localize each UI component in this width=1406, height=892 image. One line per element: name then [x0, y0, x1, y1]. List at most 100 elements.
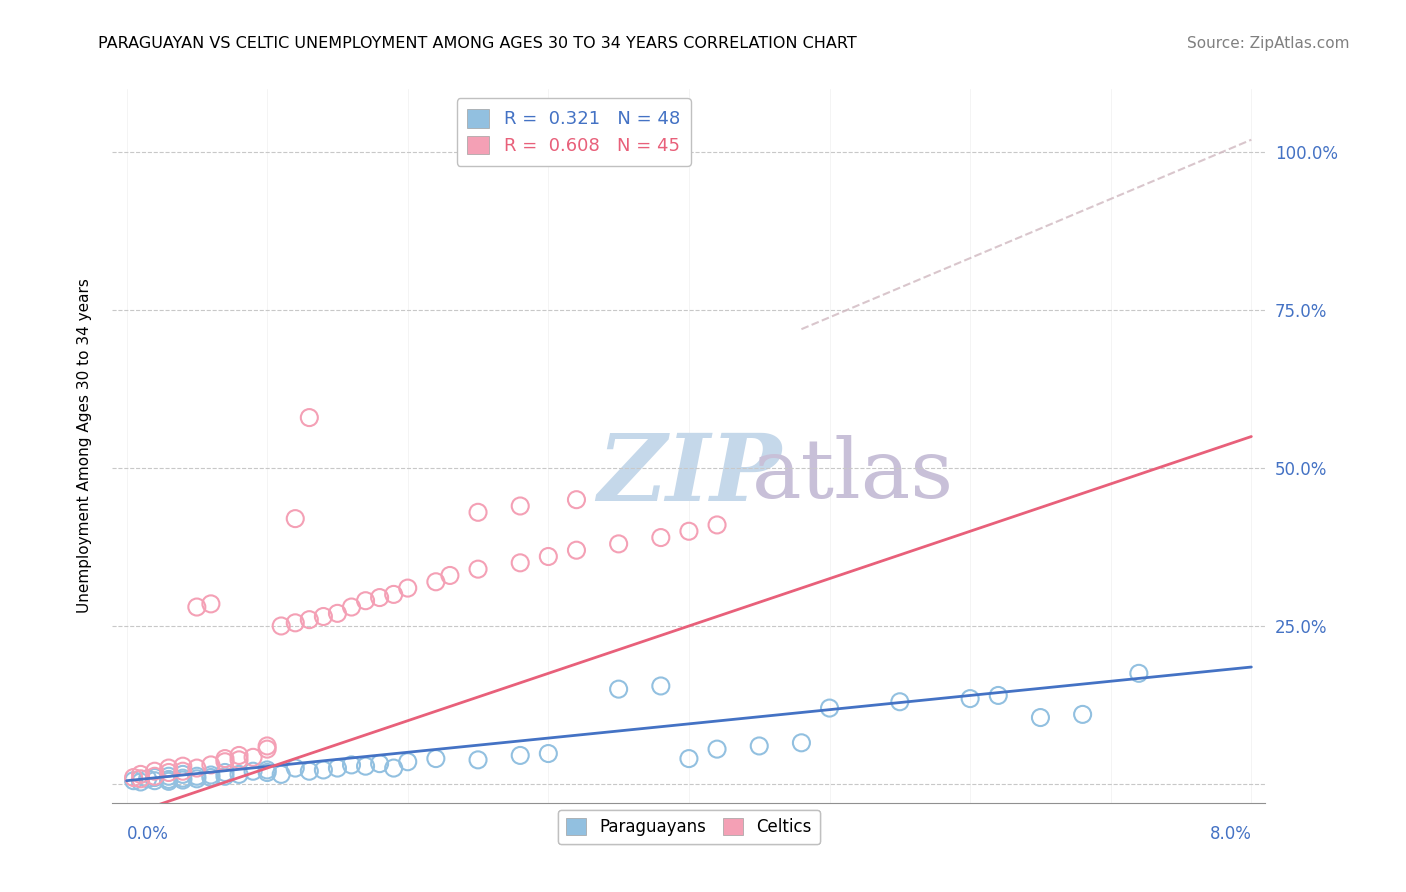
Point	[298, 410, 321, 425]
Point	[439, 568, 461, 582]
Point	[157, 772, 180, 787]
Point	[186, 772, 208, 786]
Point	[509, 748, 531, 763]
Point	[270, 619, 292, 633]
Point	[172, 773, 194, 788]
Point	[129, 775, 152, 789]
Point	[354, 759, 377, 773]
Point	[607, 682, 630, 697]
Point	[143, 771, 166, 785]
Point	[987, 689, 1010, 703]
Text: ZIP: ZIP	[596, 430, 780, 519]
Point	[186, 761, 208, 775]
Point	[172, 767, 194, 781]
Legend: Paraguayans, Celtics: Paraguayans, Celtics	[558, 810, 820, 845]
Point	[382, 761, 405, 775]
Text: 8.0%: 8.0%	[1209, 825, 1251, 843]
Point	[340, 758, 363, 772]
Point	[467, 562, 489, 576]
Point	[214, 765, 236, 780]
Point	[256, 763, 278, 777]
Point	[467, 753, 489, 767]
Point	[607, 537, 630, 551]
Point	[122, 771, 145, 785]
Text: atlas: atlas	[752, 434, 955, 515]
Point	[748, 739, 770, 753]
Point	[425, 751, 447, 765]
Point	[129, 767, 152, 781]
Point	[157, 765, 180, 780]
Point	[284, 615, 307, 630]
Point	[284, 511, 307, 525]
Point	[1128, 666, 1150, 681]
Point	[256, 739, 278, 753]
Point	[157, 774, 180, 789]
Point	[270, 767, 292, 781]
Point	[284, 761, 307, 775]
Point	[186, 769, 208, 783]
Point	[706, 742, 728, 756]
Point	[537, 549, 560, 564]
Point	[172, 764, 194, 779]
Point	[312, 609, 335, 624]
Point	[467, 505, 489, 519]
Point	[340, 600, 363, 615]
Point	[889, 695, 911, 709]
Point	[256, 765, 278, 780]
Point	[214, 755, 236, 769]
Point	[565, 543, 588, 558]
Point	[1071, 707, 1094, 722]
Point	[129, 772, 152, 786]
Text: PARAGUAYAN VS CELTIC UNEMPLOYMENT AMONG AGES 30 TO 34 YEARS CORRELATION CHART: PARAGUAYAN VS CELTIC UNEMPLOYMENT AMONG …	[98, 36, 858, 51]
Point	[200, 758, 222, 772]
Text: Source: ZipAtlas.com: Source: ZipAtlas.com	[1187, 36, 1350, 51]
Point	[298, 613, 321, 627]
Point	[1029, 710, 1052, 724]
Y-axis label: Unemployment Among Ages 30 to 34 years: Unemployment Among Ages 30 to 34 years	[77, 278, 91, 614]
Point	[186, 600, 208, 615]
Point	[678, 524, 700, 539]
Point	[228, 753, 250, 767]
Point	[354, 593, 377, 607]
Point	[256, 742, 278, 756]
Point	[242, 764, 264, 779]
Point	[136, 772, 159, 786]
Point	[537, 747, 560, 761]
Point	[326, 761, 349, 775]
Point	[143, 764, 166, 779]
Point	[509, 499, 531, 513]
Point	[382, 587, 405, 601]
Point	[706, 517, 728, 532]
Point	[242, 750, 264, 764]
Point	[396, 755, 419, 769]
Point	[509, 556, 531, 570]
Point	[143, 769, 166, 783]
Point	[157, 761, 180, 775]
Point	[200, 771, 222, 785]
Text: 0.0%: 0.0%	[127, 825, 169, 843]
Point	[818, 701, 841, 715]
Point	[143, 773, 166, 788]
Point	[157, 769, 180, 783]
Point	[214, 769, 236, 783]
Point	[959, 691, 981, 706]
Point	[214, 751, 236, 765]
Point	[368, 756, 391, 771]
Point	[396, 581, 419, 595]
Point	[122, 773, 145, 788]
Point	[678, 751, 700, 765]
Point	[425, 574, 447, 589]
Point	[565, 492, 588, 507]
Point	[650, 679, 672, 693]
Point	[326, 607, 349, 621]
Point	[200, 768, 222, 782]
Point	[228, 767, 250, 781]
Point	[228, 748, 250, 763]
Point	[312, 763, 335, 777]
Point	[172, 771, 194, 785]
Point	[790, 736, 813, 750]
Point	[298, 764, 321, 779]
Point	[200, 597, 222, 611]
Point	[368, 591, 391, 605]
Point	[650, 531, 672, 545]
